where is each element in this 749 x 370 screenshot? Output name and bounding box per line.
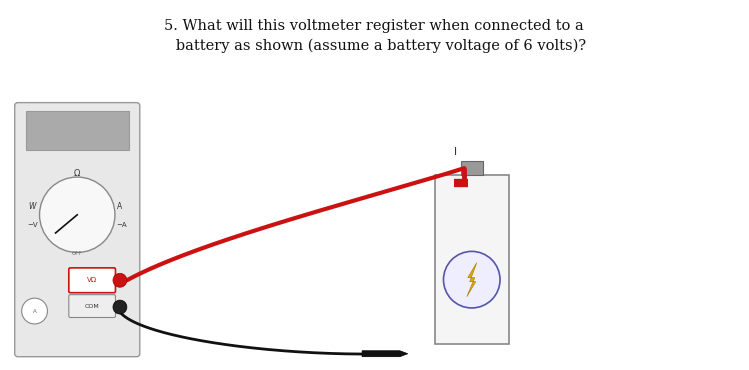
Text: l: l [454,147,457,157]
Circle shape [113,300,127,314]
Circle shape [443,251,500,308]
Bar [25,111,129,150]
Circle shape [40,177,115,252]
Text: −V: −V [27,222,37,228]
FancyBboxPatch shape [15,102,140,357]
Text: A: A [117,202,122,211]
Text: VΩ: VΩ [87,277,97,283]
Text: A: A [33,309,37,313]
Text: battery as shown (assume a battery voltage of 6 volts)?: battery as shown (assume a battery volta… [162,39,586,54]
FancyBboxPatch shape [69,268,115,293]
Text: W: W [28,202,35,211]
Polygon shape [467,263,476,297]
Text: Ω: Ω [74,169,80,178]
Bar [434,175,509,344]
Circle shape [113,273,127,287]
Text: OFF: OFF [72,252,82,256]
Circle shape [22,298,47,324]
Polygon shape [362,351,407,357]
Text: −A: −A [116,222,127,228]
Bar [461,161,483,175]
FancyBboxPatch shape [69,295,115,317]
Text: 5. What will this voltmeter register when connected to a: 5. What will this voltmeter register whe… [164,19,584,33]
Text: COM: COM [85,303,100,309]
